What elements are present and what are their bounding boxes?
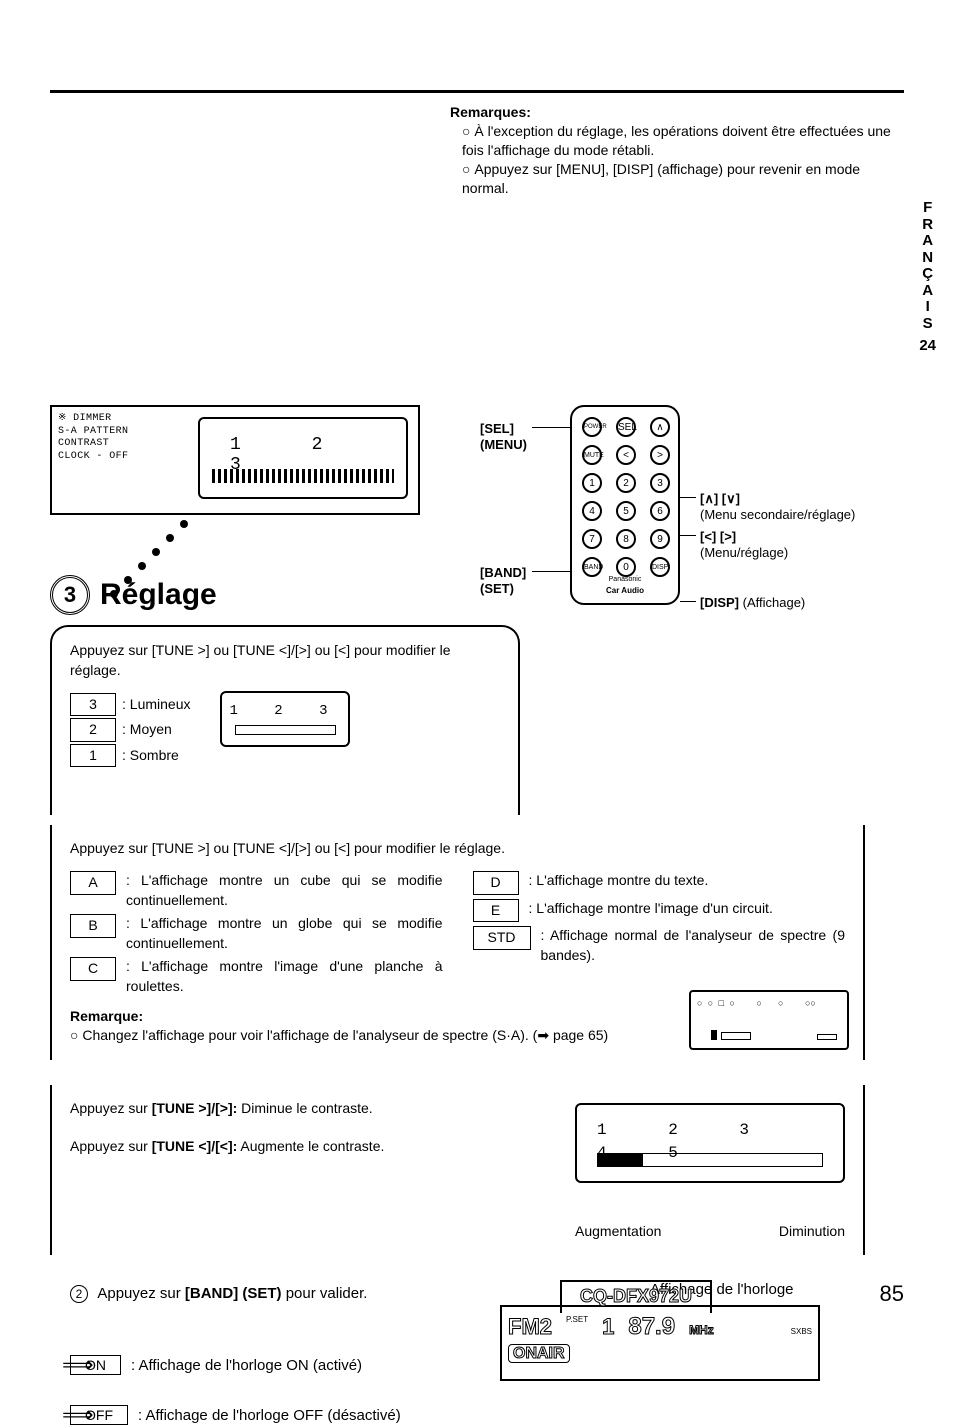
menu-item: CONTRAST [58, 438, 128, 451]
menu-item: CLOCK - OFF [58, 451, 128, 464]
remarques-block: Remarques: À l'exception du réglage, les… [450, 103, 904, 197]
option-key: B [70, 914, 116, 938]
language-tab-page: 24 [919, 338, 936, 355]
disp-label: [DISP] (Affichage) [700, 595, 805, 610]
clock-band: FM2 [508, 1314, 552, 1340]
panel-contrast: Appuyez sur [TUNE >]/[>]: Diminue le con… [50, 1085, 865, 1255]
arrow-icon: ⟹ [62, 1352, 94, 1378]
leftright-sub: (Menu/réglage) [700, 545, 788, 560]
level-key: 2 [70, 718, 116, 742]
on-text: : Affichage de l'horloge ON (activé) [131, 1357, 362, 1374]
sel-label: [SEL] [480, 421, 514, 436]
option-key: STD [473, 926, 531, 950]
note-text: Changez l'affichage pour voir l'affichag… [70, 1026, 630, 1046]
menu-item: S-A PATTERN [58, 426, 128, 439]
sel-sub: (MENU) [480, 437, 527, 452]
off-text: : Affichage de l'horloge OFF (désactivé) [138, 1407, 401, 1424]
remarques-item: Appuyez sur [MENU], [DISP] (affichage) p… [462, 160, 904, 198]
page-top-rule [50, 90, 904, 93]
option-text: : L'affichage montre du texte. [529, 871, 846, 891]
level-key: 1 [70, 744, 116, 768]
off-row: ⟹ OFF : Affichage de l'horloge OFF (désa… [70, 1405, 401, 1425]
label-augmentation: Augmentation [575, 1222, 661, 1242]
option-text: : L'affichage montre un cube qui se modi… [126, 871, 443, 910]
validate-line: 2 Appuyez sur [BAND] (SET) pour valider. [70, 1285, 367, 1303]
mini-lcd: 1 2 3 [220, 691, 350, 747]
dotted-connector [80, 550, 200, 640]
remote-body: POWER SEL ∧ MUTE < > 1 2 3 4 5 6 7 8 9 B… [570, 405, 680, 605]
menu-item: ※ DIMMER [58, 413, 128, 426]
label-diminution: Diminution [779, 1222, 845, 1242]
spectrum-preview: ○ ○ □ ○ ○ ○ ○○ [689, 990, 849, 1050]
option-text: : L'affichage montre l'image d'une planc… [126, 957, 443, 996]
option-key: E [473, 899, 519, 923]
remarques-item: À l'exception du réglage, les opérations… [462, 122, 904, 160]
option-text: : L'affichage montre un globe qui se mod… [126, 914, 443, 953]
updown-sub: (Menu secondaire/réglage) [700, 507, 855, 522]
arrow-icon: ⟹ [62, 1402, 94, 1428]
option-text: : L'affichage montre l'image d'un circui… [529, 899, 846, 919]
level-label: : Moyen [122, 720, 172, 740]
clock-preset: 1 [602, 1314, 614, 1340]
band-sub: (SET) [480, 581, 514, 596]
validate-step-num: 2 [70, 1285, 88, 1303]
menu-list: ※ DIMMER S-A PATTERN CONTRAST CLOCK - OF… [58, 413, 128, 463]
option-text: : Affichage normal de l'analyseur de spe… [541, 926, 846, 965]
remote-brand: Panasonic [572, 576, 678, 583]
contrast-labels: Augmentation Diminution [575, 1222, 845, 1242]
band-label: [BAND] [480, 565, 526, 580]
page-number: 85 [880, 1281, 904, 1307]
panel-sa-pattern: Appuyez sur [TUNE >] ou [TUNE <]/[>] ou … [50, 825, 865, 1059]
clock-status: ONAIR [508, 1344, 570, 1363]
panel2-instruction: Appuyez sur [TUNE >] ou [TUNE <]/[>] ou … [70, 839, 845, 859]
clock-display: FM2 P.SET 1 87.9 MHz SXBS ONAIR [500, 1305, 820, 1381]
contrast-lcd: 1 2 3 4 5 [575, 1103, 845, 1183]
option-key: C [70, 957, 116, 981]
leftright-label: [<] [>] [700, 529, 736, 544]
clock-unit: MHz [689, 1323, 714, 1337]
language-tab: FRANÇAIS 24 [919, 200, 936, 355]
on-row: ⟹ ON : Affichage de l'horloge ON (activé… [70, 1355, 362, 1375]
updown-label: [∧] [∨] [700, 491, 740, 507]
remarques-header: Remarques: [450, 103, 904, 122]
level-label: : Sombre [122, 746, 179, 766]
level-key: 3 [70, 693, 116, 717]
level-label: : Lumineux [122, 695, 190, 715]
remote-subbrand: Car Audio [572, 586, 678, 595]
clock-freq: 87.9 [628, 1313, 675, 1341]
option-key: A [70, 871, 116, 895]
panel1-instruction: Appuyez sur [TUNE >] ou [TUNE <]/[>] ou … [70, 641, 500, 680]
option-key: D [473, 871, 519, 895]
display-preview: ※ DIMMER S-A PATTERN CONTRAST CLOCK - OF… [50, 405, 420, 515]
lcd-screen: 1 2 3 [198, 417, 408, 499]
lcd-bar [212, 469, 394, 483]
panel-dimmer: Appuyez sur [TUNE >] ou [TUNE <]/[>] ou … [50, 625, 520, 815]
model-number: CQ-DFX972U [560, 1280, 712, 1313]
